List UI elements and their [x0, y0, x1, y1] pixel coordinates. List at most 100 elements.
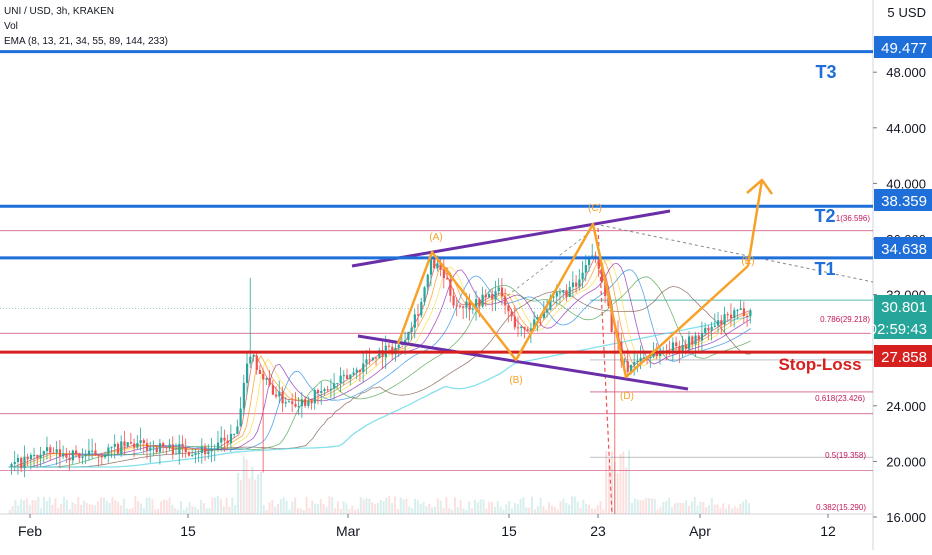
volume-bar	[448, 508, 451, 514]
volume-bar	[182, 509, 185, 514]
candle-body	[68, 457, 71, 461]
volume-bar	[34, 500, 37, 514]
volume-bar	[125, 508, 128, 514]
candle-body	[604, 282, 607, 297]
volume-bar	[62, 496, 65, 514]
volume-bar	[382, 501, 385, 514]
candle-body	[216, 442, 220, 449]
candle-body	[55, 449, 58, 453]
volume-bar	[553, 506, 556, 514]
trend-dashed-line	[594, 223, 874, 283]
candle-body	[36, 454, 39, 459]
candle-body	[126, 442, 129, 447]
symbol-line[interactable]: UNI / USD, 3h, KRAKEN	[4, 6, 115, 17]
candle-body	[597, 256, 600, 269]
y-cut-label: 5	[887, 5, 895, 20]
candle-body	[736, 309, 739, 311]
volume-bar	[445, 497, 448, 514]
volume-bar	[565, 502, 568, 514]
x-tick-label: Mar	[336, 523, 360, 539]
volume-bar	[319, 499, 322, 514]
volume-bar	[345, 503, 348, 514]
volume-bar	[747, 503, 750, 514]
volume-bar	[605, 450, 608, 514]
candle-body	[145, 443, 149, 451]
volume-bar	[468, 501, 471, 514]
volume-bar	[622, 451, 625, 514]
volume-bar	[28, 504, 31, 514]
candle-body	[555, 292, 558, 297]
candle-body	[152, 447, 155, 449]
volume-bar	[668, 497, 671, 514]
candle-body	[368, 359, 371, 361]
volume-bar	[568, 504, 571, 514]
volume-bar	[137, 501, 140, 514]
ema-legend[interactable]: EMA (8, 13, 21, 34, 55, 89, 144, 233)	[4, 36, 168, 47]
y-tick-label: 48.000	[886, 65, 926, 80]
ema-lines	[8, 256, 752, 468]
volume-bar	[217, 496, 220, 514]
candle-body	[558, 292, 562, 294]
candle-body	[594, 255, 597, 257]
volume-bar	[479, 499, 482, 514]
volume-bar	[673, 503, 676, 514]
volume-bar	[539, 497, 542, 514]
candle-body	[45, 447, 49, 452]
candle-body	[97, 455, 100, 457]
volume-bar	[17, 505, 20, 514]
candle-body	[265, 378, 268, 380]
volume-bar	[339, 508, 342, 514]
candle-body	[371, 357, 375, 361]
candle-body	[300, 399, 304, 407]
volume-bar	[40, 508, 43, 514]
candle-body	[10, 463, 13, 467]
volume-bar	[739, 503, 742, 514]
volume-bar	[74, 504, 77, 514]
volume-bar	[262, 504, 265, 514]
x-tick-label: 15	[180, 523, 196, 539]
volume-bar	[11, 505, 14, 514]
volume-bar	[142, 508, 145, 514]
candle-body	[375, 357, 378, 359]
candle-body	[739, 308, 742, 310]
volume-bar	[285, 500, 288, 514]
candle-body	[458, 305, 462, 307]
volume-bar	[516, 504, 519, 514]
volume-bar	[251, 466, 254, 514]
volume-bar	[188, 502, 191, 514]
candle-body	[697, 335, 700, 341]
volume-bar	[131, 507, 134, 514]
ema-line	[8, 269, 752, 468]
volume-bar	[648, 498, 651, 514]
volume-bar	[205, 508, 208, 514]
trend-dashed-line	[497, 231, 591, 304]
candle-body	[487, 294, 491, 298]
volume-bar	[676, 502, 679, 514]
candle-body	[642, 357, 646, 359]
drop-dashed-line	[597, 227, 613, 515]
candle-body	[542, 312, 546, 318]
volume-bar	[394, 496, 397, 514]
candle-body	[313, 390, 316, 404]
volume-bar	[473, 499, 476, 514]
candle-body	[113, 443, 116, 447]
candle-body	[536, 317, 539, 320]
volume-bar	[100, 497, 103, 514]
volume-bar	[462, 508, 465, 514]
volume-bar	[402, 499, 405, 514]
candle-body	[497, 287, 500, 292]
x-tick-label: 23	[590, 523, 606, 539]
candle-body	[565, 290, 568, 298]
level-annotation: T2	[814, 206, 835, 226]
volume-bar	[122, 498, 125, 514]
price-badge	[874, 317, 932, 339]
candle-body	[678, 346, 681, 352]
candle-body	[294, 403, 297, 407]
volume-bar	[579, 507, 582, 514]
volume-bar	[191, 506, 194, 514]
vol-legend[interactable]: Vol	[4, 21, 18, 32]
volume-bar	[325, 506, 328, 514]
candle-body	[591, 255, 594, 257]
volume-bar	[625, 467, 628, 514]
price-badge-label: 49.477	[881, 40, 927, 57]
